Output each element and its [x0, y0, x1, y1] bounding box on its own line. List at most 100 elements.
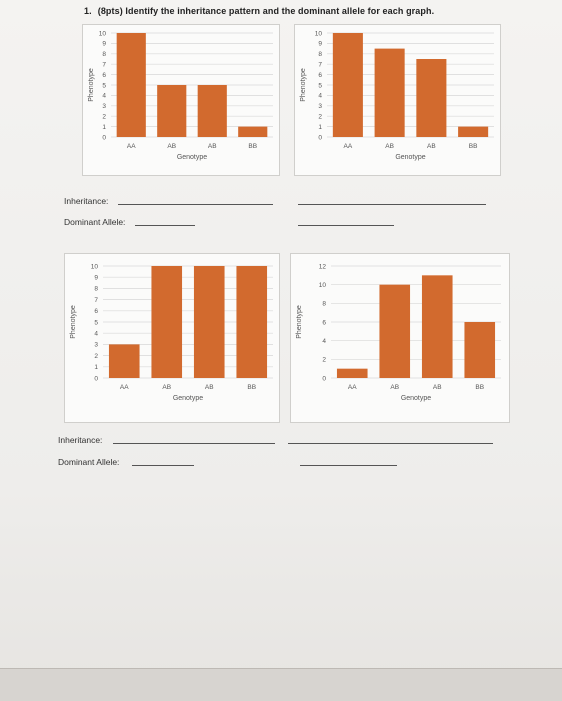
chart-3-bar [151, 266, 183, 378]
chart-3-svg: 0 1 2 3 4 5 6 7 8 9 10 AA AB AB BB Genotype Phenotype [70, 263, 273, 402]
chart-3-xtick-label: AB [162, 384, 171, 391]
chart-2-ytick-label: 6 [318, 72, 322, 79]
chart-2-ytick-label: 7 [318, 62, 322, 69]
chart-3-ytick-label: 3 [94, 342, 98, 349]
chart-1-ytick-label: 10 [99, 30, 107, 37]
chart-4-bar [421, 275, 453, 378]
chart-4-xtick-label: BB [475, 384, 484, 391]
chart-2: 0 1 2 3 4 5 6 7 8 9 10 AA AB AB BB Genotype Phenotype [294, 24, 501, 176]
chart-1-ytick-label: 3 [102, 103, 106, 110]
chart-2-ytick-label: 5 [318, 82, 322, 89]
chart-3-xtick-label: AB [205, 384, 214, 391]
chart-3-ytick-label: 10 [91, 263, 99, 270]
chart-2-ytick-label: 9 [318, 41, 322, 48]
chart-4-ytick-label: 4 [322, 338, 326, 345]
chart-4-bar [379, 284, 411, 378]
chart-4-bar [336, 368, 368, 378]
chart-4-xtick-label: AB [433, 384, 442, 391]
chart-3-ytick-label: 8 [94, 286, 98, 293]
chart-1-bar [238, 126, 268, 137]
chart-2-ytick-label: 4 [318, 93, 322, 100]
chart-1-ytick-label: 5 [102, 82, 106, 89]
chart-4-xlabel: Genotype [401, 395, 431, 402]
chart-2-bar [332, 33, 363, 137]
dominant-allele-label-2: Dominant Allele: [58, 457, 120, 467]
chart-3-ytick-label: 7 [94, 297, 98, 304]
chart-2-bar [458, 126, 489, 137]
chart-3-ytick-label: 5 [94, 319, 98, 326]
chart-4-xtick-label: AA [348, 384, 357, 391]
chart-2-ytick-label: 3 [318, 103, 322, 110]
chart-3-ylabel: Phenotype [70, 305, 77, 339]
chart-3-xtick-label: AA [120, 384, 129, 391]
question-text: (8pts) Identify the inheritance pattern … [97, 6, 435, 16]
chart-3-ytick-label: 0 [94, 375, 98, 382]
dominant-allele-line-1[interactable] [135, 225, 195, 226]
chart-3: 0 1 2 3 4 5 6 7 8 9 10 AA AB AB BB Genotype Phenotype [64, 253, 280, 423]
chart-1-xtick-label: AA [127, 143, 136, 150]
chart-4: 0 2 4 6 8 10 12 AA AB AB BB Genotype Phenotype [290, 253, 510, 423]
dominant-allele-line-3[interactable] [132, 465, 194, 466]
chart-3-ytick-label: 6 [94, 308, 98, 315]
chart-1-xlabel: Genotype [177, 154, 207, 161]
chart-1-bar [116, 33, 146, 137]
dominant-allele-line-4[interactable] [300, 465, 397, 466]
chart-2-xtick-label: AA [344, 143, 353, 150]
chart-2-xtick-label: AB [385, 143, 394, 150]
chart-1-ytick-label: 1 [102, 124, 106, 131]
chart-2-ylabel: Phenotype [300, 68, 307, 102]
chart-2-bar [416, 59, 447, 137]
chart-2-ytick-label: 10 [315, 30, 323, 37]
chart-1-bar [157, 85, 187, 137]
chart-1-ytick-label: 2 [102, 114, 106, 121]
chart-1-xtick-label: AB [208, 143, 217, 150]
chart-3-ytick-label: 1 [94, 364, 98, 371]
chart-3-xlabel: Genotype [173, 395, 203, 402]
chart-4-ytick-label: 8 [322, 301, 326, 308]
question-heading: 1. (8pts) Identify the inheritance patter… [84, 6, 434, 16]
chart-1-xtick-label: BB [248, 143, 257, 150]
chart-4-ytick-label: 12 [319, 263, 327, 270]
inheritance-line-4[interactable] [288, 443, 493, 444]
chart-4-ytick-label: 2 [322, 357, 326, 364]
chart-4-ytick-label: 0 [322, 375, 326, 382]
chart-4-ytick-label: 6 [322, 319, 326, 326]
chart-1-ytick-label: 4 [102, 93, 106, 100]
chart-1-ylabel: Phenotype [88, 68, 95, 102]
chart-2-ytick-label: 8 [318, 51, 322, 58]
chart-3-bar [193, 266, 225, 378]
chart-4-ylabel: Phenotype [296, 305, 303, 339]
inheritance-label-2: Inheritance: [58, 435, 103, 445]
dominant-allele-label-1: Dominant Allele: [64, 217, 126, 227]
chart-1-ytick-label: 8 [102, 51, 106, 58]
chart-1-xtick-label: AB [167, 143, 176, 150]
chart-2-bar [374, 48, 405, 137]
chart-2-svg: 0 1 2 3 4 5 6 7 8 9 10 AA AB AB BB Genotype Phenotype [300, 30, 494, 161]
chart-3-ytick-label: 2 [94, 353, 98, 360]
dominant-allele-line-2[interactable] [298, 225, 394, 226]
chart-1-ytick-label: 9 [102, 41, 106, 48]
chart-1-ytick-label: 6 [102, 72, 106, 79]
chart-3-ytick-label: 9 [94, 275, 98, 282]
question-number: 1. [84, 6, 92, 16]
chart-3-xtick-label: BB [247, 384, 256, 391]
chart-3-bar [236, 266, 268, 378]
inheritance-line-3[interactable] [113, 443, 275, 444]
chart-1-ytick-label: 0 [102, 134, 106, 141]
chart-4-bar [464, 322, 496, 378]
chart-1-svg: 0 1 2 3 4 5 6 7 8 9 10 AA AB AB BB Genotype Phenotype [88, 30, 273, 161]
chart-3-bar [108, 344, 140, 378]
chart-4-ytick-label: 10 [319, 282, 327, 289]
inheritance-label-1: Inheritance: [64, 196, 109, 206]
chart-1: 0 1 2 3 4 5 6 7 8 9 10 AA AB AB BB Genotype Phenotype [82, 24, 280, 176]
chart-2-xtick-label: BB [469, 143, 478, 150]
inheritance-line-1[interactable] [118, 204, 273, 205]
page-edge-shadow [0, 668, 562, 701]
chart-4-svg: 0 2 4 6 8 10 12 AA AB AB BB Genotype Phenotype [296, 263, 501, 402]
chart-1-ytick-label: 7 [102, 62, 106, 69]
chart-1-bar [197, 85, 227, 137]
inheritance-line-2[interactable] [298, 204, 486, 205]
chart-2-xtick-label: AB [427, 143, 436, 150]
chart-2-ytick-label: 2 [318, 114, 322, 121]
